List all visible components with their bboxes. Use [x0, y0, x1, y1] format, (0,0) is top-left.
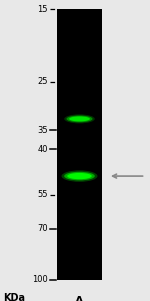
- Text: 35: 35: [37, 126, 48, 135]
- Text: 40: 40: [38, 144, 48, 154]
- Ellipse shape: [64, 172, 95, 180]
- Ellipse shape: [67, 173, 92, 179]
- Bar: [57, 9, 102, 280]
- Text: 15: 15: [38, 5, 48, 14]
- Ellipse shape: [66, 116, 93, 122]
- Text: 25: 25: [38, 77, 48, 86]
- Ellipse shape: [69, 116, 90, 121]
- Text: 55: 55: [38, 190, 48, 199]
- Text: 100: 100: [32, 275, 48, 284]
- Text: A: A: [75, 296, 84, 301]
- Ellipse shape: [64, 114, 95, 123]
- Text: KDa: KDa: [3, 293, 25, 301]
- Text: 70: 70: [37, 225, 48, 234]
- Ellipse shape: [61, 170, 98, 182]
